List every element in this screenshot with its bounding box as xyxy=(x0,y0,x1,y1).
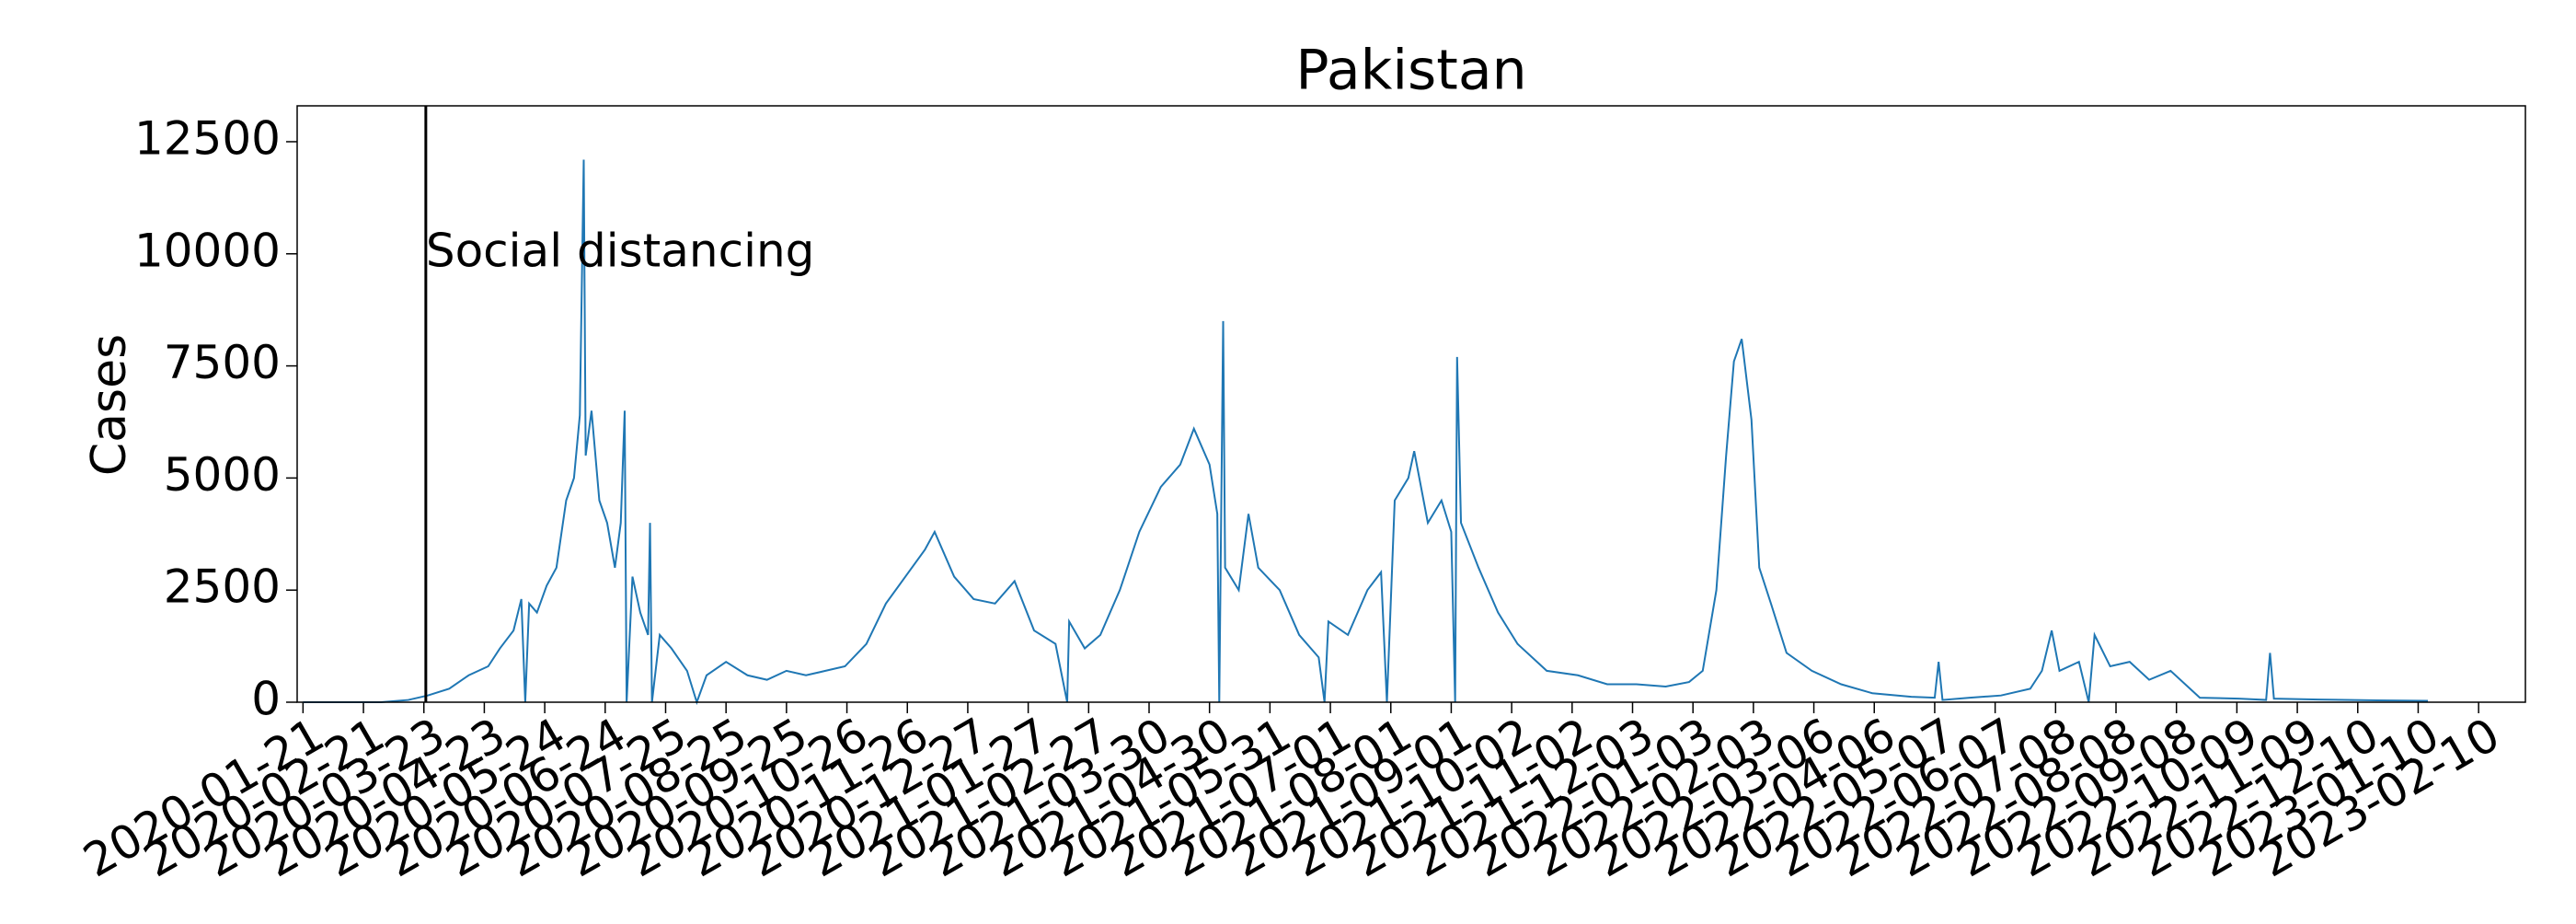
y-tick-label: 5000 xyxy=(164,448,281,502)
y-tick-label: 10000 xyxy=(134,224,281,277)
y-axis-label: Cases xyxy=(82,334,137,476)
y-tick-label: 0 xyxy=(251,673,281,726)
y-tick-label: 7500 xyxy=(164,336,281,389)
chart-title: Pakistan xyxy=(1295,39,1526,103)
cases-line xyxy=(303,159,2429,706)
plot-frame xyxy=(296,105,2526,703)
annotation-text: Social distancing xyxy=(426,224,815,277)
y-tick-label: 12500 xyxy=(134,111,281,165)
y-tick-label: 2500 xyxy=(164,560,281,614)
